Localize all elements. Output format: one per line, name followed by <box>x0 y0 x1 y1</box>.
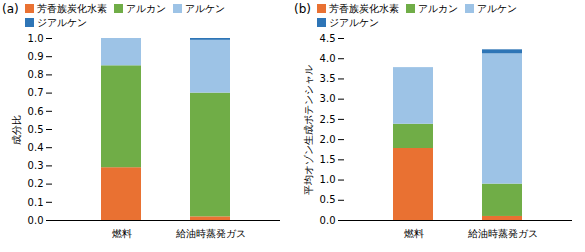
svg-text:4.0: 4.0 <box>320 53 336 64</box>
html-text:(a): (a) <box>2 2 19 16</box>
svg-text:給油時蒸発ガス: 給油時蒸発ガス <box>175 228 246 239</box>
svg-text:0.4: 0.4 <box>28 142 44 153</box>
svg-text:0.3: 0.3 <box>28 160 44 171</box>
html-text:アルケン: アルケン <box>477 3 517 14</box>
html-text:芳香族炭化水素: 芳香族炭化水素 <box>329 3 399 14</box>
svg-text:燃料: 燃料 <box>112 228 132 239</box>
html-text:芳香族炭化水素: 芳香族炭化水素 <box>36 3 107 14</box>
svg-text:3.5: 3.5 <box>320 73 336 84</box>
svg-text:1.0: 1.0 <box>28 33 44 44</box>
svg-text:0.2: 0.2 <box>28 178 44 189</box>
html-text:アルケン: アルケン <box>184 3 225 14</box>
html-text:アルカン: アルカン <box>418 3 458 14</box>
svg-text:2.5: 2.5 <box>320 114 336 125</box>
html-text:アルカン: アルカン <box>125 3 166 14</box>
svg-text:0.5: 0.5 <box>320 194 336 205</box>
svg-text:1.0: 1.0 <box>320 174 336 185</box>
svg-text:0.0: 0.0 <box>28 215 44 226</box>
svg-text:3.0: 3.0 <box>320 93 336 104</box>
svg-text:平均オゾン生成ポテンシャル: 平均オゾン生成ポテンシャル <box>303 65 314 195</box>
svg-text:0.9: 0.9 <box>28 51 44 62</box>
svg-text:0.7: 0.7 <box>28 87 44 98</box>
html-text:ジアルケン: ジアルケン <box>329 17 379 28</box>
svg-text:2.0: 2.0 <box>320 134 336 145</box>
html-text:ジアルケン: ジアルケン <box>36 17 87 28</box>
svg-text:4.5: 4.5 <box>320 33 336 44</box>
svg-text:1.5: 1.5 <box>320 154 336 165</box>
svg-text:0.8: 0.8 <box>28 69 44 80</box>
svg-text:0.5: 0.5 <box>28 124 44 135</box>
html-text:(b): (b) <box>294 2 311 16</box>
svg-text:0.1: 0.1 <box>28 197 44 208</box>
svg-text:給油時蒸発ガス: 給油時蒸発ガス <box>467 228 538 239</box>
svg-text:0.6: 0.6 <box>28 106 44 117</box>
svg-text:成分比: 成分比 <box>11 115 22 145</box>
svg-text:燃料: 燃料 <box>404 228 424 239</box>
svg-text:0.0: 0.0 <box>320 215 336 226</box>
